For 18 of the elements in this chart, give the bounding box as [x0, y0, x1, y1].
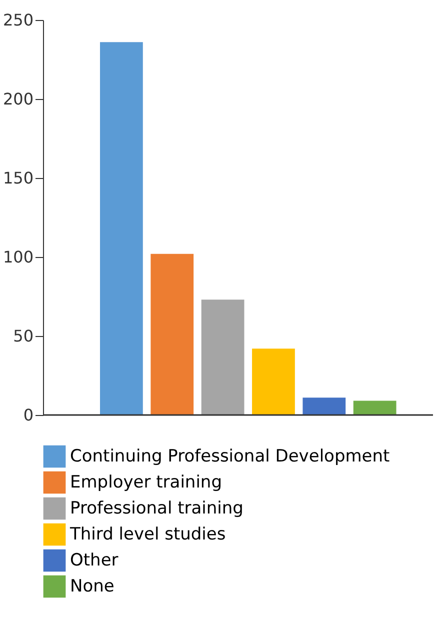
bar	[353, 400, 396, 415]
y-tick-label: 100	[2, 248, 34, 266]
bar	[252, 348, 295, 415]
bar	[201, 300, 244, 415]
legend-label: Third level studies	[69, 524, 226, 544]
bar	[302, 398, 346, 415]
legend-label: Employer training	[70, 472, 222, 492]
legend-label: Continuing Professional Development	[70, 446, 390, 466]
y-tick-label: 200	[2, 90, 34, 108]
y-tick-label: 50	[13, 326, 34, 346]
bar	[150, 254, 194, 415]
y-tick-label: 250	[2, 10, 34, 30]
bar	[100, 42, 143, 415]
legend-label: Professional training	[70, 498, 244, 518]
legend-label: Other	[70, 550, 118, 570]
legend-label: None	[70, 576, 114, 596]
y-tick-label: 150	[2, 168, 34, 188]
y-tick-label: 0	[23, 406, 34, 424]
